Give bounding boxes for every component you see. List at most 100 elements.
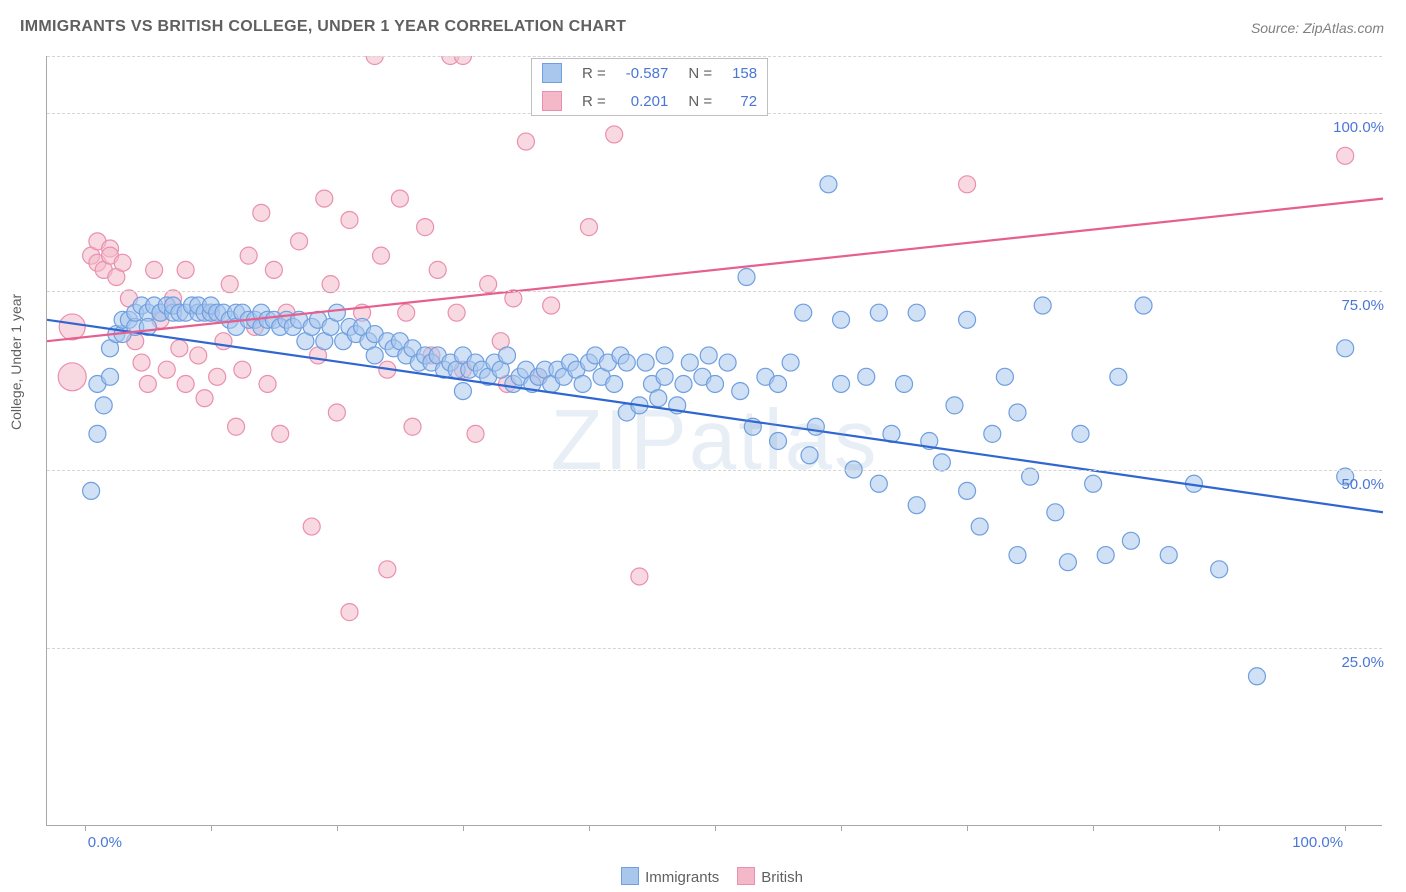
- data-point: [807, 418, 824, 435]
- data-point: [996, 368, 1013, 385]
- data-point: [391, 190, 408, 207]
- data-point: [58, 363, 86, 391]
- data-point: [240, 247, 257, 264]
- legend-n-value: 158: [722, 59, 767, 87]
- data-point: [1097, 547, 1114, 564]
- data-point: [770, 375, 787, 392]
- data-point: [700, 347, 717, 364]
- data-point: [328, 404, 345, 421]
- x-tick: [1093, 825, 1094, 831]
- data-point: [366, 56, 383, 65]
- data-point: [480, 276, 497, 293]
- data-point: [89, 425, 106, 442]
- data-point: [908, 304, 925, 321]
- legend-swatch: [737, 867, 755, 885]
- plot-outer: ZIPatlas: [46, 56, 1382, 826]
- data-point: [272, 425, 289, 442]
- correlation-legend: R =-0.587N =158R =0.201N =72: [531, 58, 768, 116]
- data-point: [574, 375, 591, 392]
- data-point: [454, 383, 471, 400]
- data-point: [959, 176, 976, 193]
- data-point: [83, 482, 100, 499]
- data-point: [253, 204, 270, 221]
- x-tick: [589, 825, 590, 831]
- data-point: [454, 56, 471, 65]
- data-point: [341, 211, 358, 228]
- data-point: [1022, 468, 1039, 485]
- data-point: [656, 347, 673, 364]
- x-tick: [337, 825, 338, 831]
- data-point: [322, 276, 339, 293]
- legend-swatch: [542, 63, 562, 83]
- legend-r-value: 0.201: [616, 87, 679, 115]
- legend-r-label: R =: [572, 87, 616, 115]
- data-point: [209, 368, 226, 385]
- data-point: [95, 397, 112, 414]
- x-tick: [463, 825, 464, 831]
- data-point: [984, 425, 1001, 442]
- data-point: [631, 568, 648, 585]
- data-point: [1047, 504, 1064, 521]
- data-point: [1072, 425, 1089, 442]
- data-point: [908, 497, 925, 514]
- data-point: [177, 261, 194, 278]
- data-point: [133, 354, 150, 371]
- data-point: [959, 311, 976, 328]
- chart-title: IMMIGRANTS VS BRITISH COLLEGE, UNDER 1 Y…: [20, 18, 626, 36]
- data-point: [1248, 668, 1265, 685]
- legend-n-label: N =: [678, 59, 722, 87]
- legend-label: British: [761, 869, 803, 886]
- data-point: [1059, 554, 1076, 571]
- legend-row: R =-0.587N =158: [532, 59, 767, 87]
- data-point: [1110, 368, 1127, 385]
- data-point: [404, 418, 421, 435]
- data-point: [1135, 297, 1152, 314]
- gridline: [47, 470, 1382, 471]
- y-axis-label: College, Under 1 year: [8, 294, 24, 430]
- data-point: [1337, 147, 1354, 164]
- x-tick: [841, 825, 842, 831]
- data-point: [606, 375, 623, 392]
- source-attribution: Source: ZipAtlas.com: [1251, 20, 1384, 36]
- data-point: [732, 383, 749, 400]
- data-point: [158, 361, 175, 378]
- legend-r-label: R =: [572, 59, 616, 87]
- data-point: [1337, 340, 1354, 357]
- data-point: [102, 368, 119, 385]
- data-point: [738, 269, 755, 286]
- x-tick-label: 100.0%: [1292, 834, 1343, 851]
- data-point: [177, 375, 194, 392]
- legend-swatch: [621, 867, 639, 885]
- data-point: [1122, 532, 1139, 549]
- data-point: [543, 297, 560, 314]
- trend-line: [47, 199, 1383, 342]
- data-point: [681, 354, 698, 371]
- data-point: [971, 518, 988, 535]
- data-point: [366, 347, 383, 364]
- data-point: [650, 390, 667, 407]
- legend-r-value: -0.587: [616, 59, 679, 87]
- data-point: [265, 261, 282, 278]
- legend-row: R =0.201N =72: [532, 87, 767, 115]
- data-point: [795, 304, 812, 321]
- data-point: [228, 418, 245, 435]
- x-tick: [715, 825, 716, 831]
- plot-area: ZIPatlas: [46, 56, 1382, 826]
- scatter-svg: [47, 56, 1383, 826]
- data-point: [448, 304, 465, 321]
- gridline: [47, 291, 1382, 292]
- data-point: [656, 368, 673, 385]
- data-point: [1009, 404, 1026, 421]
- data-point: [417, 219, 434, 236]
- gridline: [47, 56, 1382, 57]
- gridline: [47, 648, 1382, 649]
- data-point: [675, 375, 692, 392]
- data-point: [1009, 547, 1026, 564]
- legend-label: Immigrants: [645, 869, 719, 886]
- data-point: [833, 311, 850, 328]
- x-tick: [1345, 825, 1346, 831]
- data-point: [782, 354, 799, 371]
- data-point: [398, 304, 415, 321]
- data-point: [801, 447, 818, 464]
- data-point: [291, 233, 308, 250]
